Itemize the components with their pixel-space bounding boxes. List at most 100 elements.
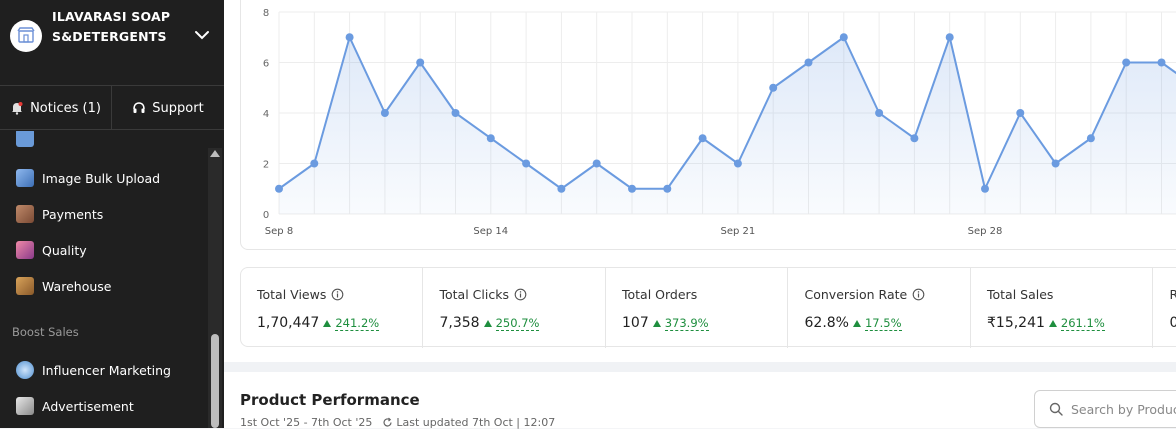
sidebar-item-influencer-marketing[interactable]: Influencer Marketing (16, 358, 171, 382)
refresh-icon[interactable] (382, 417, 393, 428)
support-button[interactable]: Support (112, 86, 224, 130)
x-tick-label: Sep 28 (968, 226, 1003, 237)
data-point (275, 185, 283, 193)
date-range: 1st Oct '25 - 7th Oct '25 (240, 416, 372, 429)
metric-label: Total Sales (987, 287, 1053, 302)
info-icon[interactable] (331, 288, 344, 301)
headset-icon (132, 101, 146, 115)
data-point (1016, 109, 1024, 117)
x-tick-label: Sep 8 (265, 226, 293, 237)
data-point (769, 84, 777, 92)
y-tick-label: 0 (263, 210, 269, 221)
sidebar-item-partial[interactable] (16, 131, 34, 150)
metric-change: 373.9% (665, 316, 709, 331)
data-point (981, 185, 989, 193)
sidebar-item-label: Payments (42, 207, 103, 222)
data-point (1122, 59, 1130, 67)
last-updated: Last updated 7th Oct | 12:07 (382, 416, 555, 429)
data-point (522, 160, 530, 168)
metric-value-row: ₹15,241 261.1% (987, 315, 1105, 331)
y-tick-label: 6 (263, 59, 269, 70)
metric-change: 241.2% (335, 316, 379, 331)
data-point (310, 160, 318, 168)
sidebar-item-quality[interactable]: Quality (16, 238, 87, 262)
sidebar-item-label: Quality (42, 243, 87, 258)
data-point (663, 185, 671, 193)
quality-icon (16, 241, 34, 259)
metric-change: 250.7% (496, 316, 540, 331)
scroll-thumb[interactable] (211, 334, 219, 428)
data-point (910, 134, 918, 142)
data-point (346, 33, 354, 41)
wallet-icon (16, 205, 34, 223)
sidebar-item-advertisement[interactable]: Advertisement (16, 394, 134, 418)
metric-label: Total Views (257, 287, 326, 302)
influencer-icon (16, 361, 34, 379)
metric-label-row: Total Sales (987, 287, 1053, 302)
data-point (452, 109, 460, 117)
search-icon (1049, 402, 1063, 416)
data-point (805, 59, 813, 67)
x-tick-label: Sep 14 (473, 226, 508, 237)
y-tick-label: 8 (263, 8, 269, 19)
sidebar-item-payments[interactable]: Payments (16, 202, 103, 226)
metric-change: 261.1% (1061, 316, 1105, 331)
data-point (416, 59, 424, 67)
store-switcher[interactable]: ILAVARASI SOAPS&DETERGENTS (0, 0, 224, 86)
image-icon (16, 169, 34, 187)
chevron-down-icon[interactable] (193, 26, 211, 44)
sidebar: ILAVARASI SOAPS&DETERGENTS Notices (1) S… (0, 0, 224, 428)
data-point (1158, 59, 1166, 67)
last-updated-text: Last updated 7th Oct | 12:07 (396, 416, 555, 429)
info-icon[interactable] (514, 288, 527, 301)
section-divider (224, 362, 1176, 372)
data-point (487, 134, 495, 142)
trend-up-icon (484, 320, 492, 327)
data-point (699, 134, 707, 142)
search-input[interactable] (1071, 402, 1176, 417)
sidebar-item-image-bulk-upload[interactable]: Image Bulk Upload (16, 166, 160, 190)
metric-value-row: 0 (1170, 315, 1176, 331)
data-point (628, 185, 636, 193)
metric-label-row: Total Clicks (440, 287, 527, 302)
metric-card: Conversion Rate 62.8%17.5% (789, 268, 971, 348)
metric-card: Total Sales ₹15,241 261.1% (971, 268, 1153, 348)
metric-label-row: Total Views (257, 287, 344, 302)
product-search[interactable] (1034, 390, 1176, 428)
trend-up-icon (323, 320, 331, 327)
support-label: Support (152, 101, 203, 116)
metric-label-row: Conversion Rate (805, 287, 926, 302)
x-tick-label: Sep 21 (721, 226, 756, 237)
area-fill (279, 37, 1176, 214)
data-point (593, 160, 601, 168)
data-point (840, 33, 848, 41)
info-icon[interactable] (912, 288, 925, 301)
metric-value: 0 (1170, 315, 1176, 331)
metric-value: ₹15,241 (987, 315, 1045, 331)
notices-button[interactable]: Notices (1) (0, 86, 112, 130)
metric-value-row: 62.8%17.5% (805, 315, 902, 331)
store-logo (10, 20, 42, 52)
sidebar-scrollbar[interactable] (208, 148, 222, 428)
sidebar-item-warehouse[interactable]: Warehouse (16, 274, 111, 298)
data-point (734, 160, 742, 168)
sidebar-nav: Image Bulk Upload Payments Quality Wareh… (0, 131, 208, 428)
data-point (875, 109, 883, 117)
data-point (1087, 134, 1095, 142)
metric-change: 17.5% (865, 316, 902, 331)
sidebar-item-label: Advertisement (42, 399, 134, 414)
partial-icon (16, 131, 34, 147)
metric-value: 107 (622, 315, 649, 331)
section-title: Product Performance (240, 391, 420, 409)
sidebar-item-label: Warehouse (42, 279, 111, 294)
store-name: ILAVARASI SOAPS&DETERGENTS (52, 7, 178, 47)
scroll-up-arrow-icon[interactable] (210, 150, 220, 157)
